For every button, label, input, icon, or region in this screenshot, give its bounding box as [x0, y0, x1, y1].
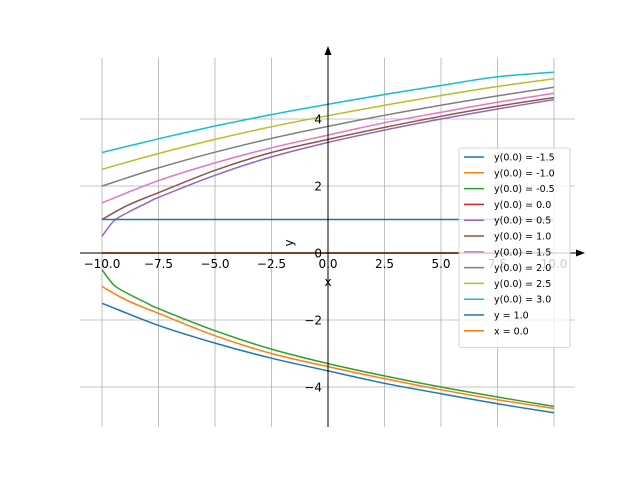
y-tick-label-4: 4 [314, 113, 322, 127]
y-tick-label-3: 2 [314, 180, 322, 194]
y-axis-label: y [282, 239, 296, 246]
x-tick-label-3: −2.5 [257, 257, 286, 271]
legend-label-4: y(0.0) = 0.5 [494, 216, 551, 227]
series-line-4 [101, 98, 555, 237]
legend-label-8: y(0.0) = 2.5 [494, 279, 551, 290]
series-line-2 [101, 269, 555, 408]
x-axis-label: x [324, 275, 331, 289]
y-tick-label-2: 0 [314, 247, 322, 261]
legend-label-9: y(0.0) = 3.0 [494, 295, 551, 306]
series-line-5 [101, 96, 555, 221]
x-axis-arrow [576, 249, 585, 257]
legend-label-2: y(0.0) = -0.5 [494, 184, 555, 195]
x-tick-label-0: −10.0 [84, 257, 121, 271]
legend-label-7: y(0.0) = 2.0 [494, 263, 551, 274]
y-tick-label-0: −4 [304, 381, 322, 395]
legend-box [458, 147, 571, 349]
legend-label-3: y(0.0) = 0.0 [494, 200, 551, 211]
y-tick-label-1: −2 [304, 314, 322, 328]
legend-label-1: y(0.0) = -1.0 [494, 168, 555, 179]
x-tick-label-5: 2.5 [375, 257, 394, 271]
x-tick-label-4: 0.0 [318, 257, 337, 271]
legend-label-10: y = 1.0 [494, 311, 529, 322]
x-tick-label-1: −7.5 [144, 257, 173, 271]
legend: y(0.0) = -1.5 y(0.0) = -1.0 y(0.0) = -0.5 y… [458, 147, 571, 349]
legend-label-5: y(0.0) = 1.0 [494, 232, 551, 243]
series-line-1 [101, 285, 555, 410]
legend-label-11: x = 0.0 [494, 326, 529, 337]
legend-label-0: y(0.0) = -1.5 [494, 153, 555, 164]
x-tick-label-6: 5.0 [431, 257, 450, 271]
legend-label-6: y(0.0) = 1.5 [494, 247, 551, 258]
x-tick-label-2: −5.0 [200, 257, 229, 271]
y-axis-arrow [324, 46, 332, 55]
